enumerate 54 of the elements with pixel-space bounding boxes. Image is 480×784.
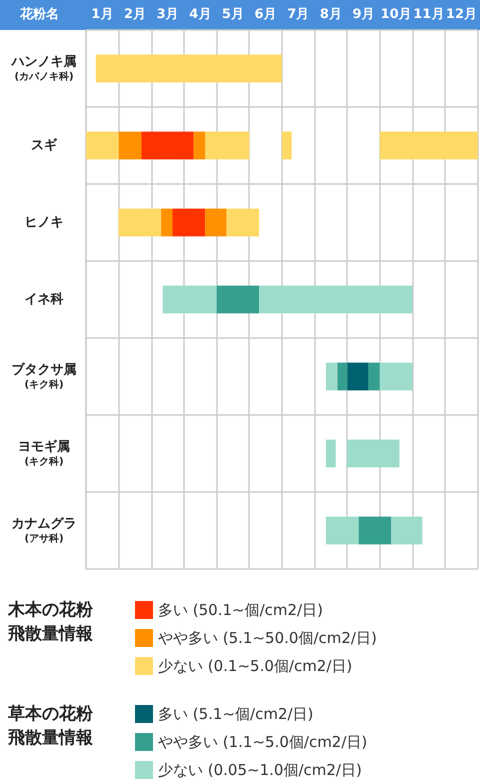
- text: 木本の花粉飛散量情報: [7, 600, 94, 644]
- bar: [216, 286, 260, 314]
- x-tick-label: 3月: [156, 7, 179, 22]
- legend-label: やや多い (5.1~50.0個/cm2/日): [158, 629, 377, 647]
- bar: [118, 208, 162, 236]
- x-tick-label: 2月: [124, 7, 146, 22]
- bar: [347, 362, 368, 390]
- bar: [380, 132, 478, 160]
- y-tick-label: イネ科: [24, 292, 64, 307]
- bar: [142, 132, 194, 160]
- bar: [326, 440, 336, 468]
- x-tick-label: 6月: [254, 7, 277, 22]
- y-tick-label: ハンノキ属 (カバノキ科): [10, 54, 76, 82]
- y-tick-label: ヨモギ属 (キク科): [18, 440, 70, 468]
- legend-label: 多い (50.1~個/cm2/日): [158, 601, 323, 619]
- legend-label: 少ない (0.05~1.0個/cm2/日): [158, 761, 362, 779]
- x-tick-label: 9月: [352, 7, 375, 22]
- x-tick-label: 10月: [380, 7, 412, 22]
- bar: [380, 362, 412, 390]
- bar: [368, 362, 380, 390]
- text: 草本の花粉飛散量情報: [7, 704, 94, 748]
- bar: [86, 132, 119, 160]
- x-tick-label: 7月: [287, 7, 310, 22]
- x-tick-label: 4月: [189, 7, 212, 22]
- y-tick-label: カナムグラ (アサ科): [12, 516, 76, 544]
- y-tick-label: ヒノキ: [24, 215, 64, 230]
- bar: [358, 516, 392, 544]
- bar: [347, 440, 400, 468]
- x-tick-label: 1月: [91, 7, 114, 22]
- bar: [337, 362, 348, 390]
- y-axis-title: 花粉名: [19, 7, 59, 22]
- bar: [226, 208, 260, 236]
- legend-label: 少ない (0.1~5.0個/cm2/日): [158, 657, 352, 675]
- bar: [391, 516, 422, 544]
- x-tick-label: 12月: [446, 7, 477, 22]
- bar: [259, 286, 412, 314]
- x-tick-label: 5月: [222, 7, 244, 22]
- x-tick-label: 8月: [320, 7, 342, 22]
- bar: [205, 208, 226, 236]
- bar: [162, 286, 217, 314]
- bar: [326, 516, 359, 544]
- y-tick-label: ブタクサ属 (キク科): [12, 362, 76, 390]
- bar: [194, 132, 206, 160]
- bar: [172, 208, 206, 236]
- y-tick-label: スギ: [31, 138, 58, 153]
- bar: [161, 208, 173, 236]
- bar: [118, 132, 142, 160]
- bar: [205, 132, 250, 160]
- bar: [96, 54, 282, 82]
- legend-label: 多い (5.1~個/cm2/日): [158, 705, 314, 723]
- legend-label: やや多い (1.1~5.0個/cm2/日): [158, 733, 368, 751]
- x-tick-label: 11月: [413, 7, 444, 22]
- bar: [326, 362, 338, 390]
- bar: [282, 132, 292, 160]
